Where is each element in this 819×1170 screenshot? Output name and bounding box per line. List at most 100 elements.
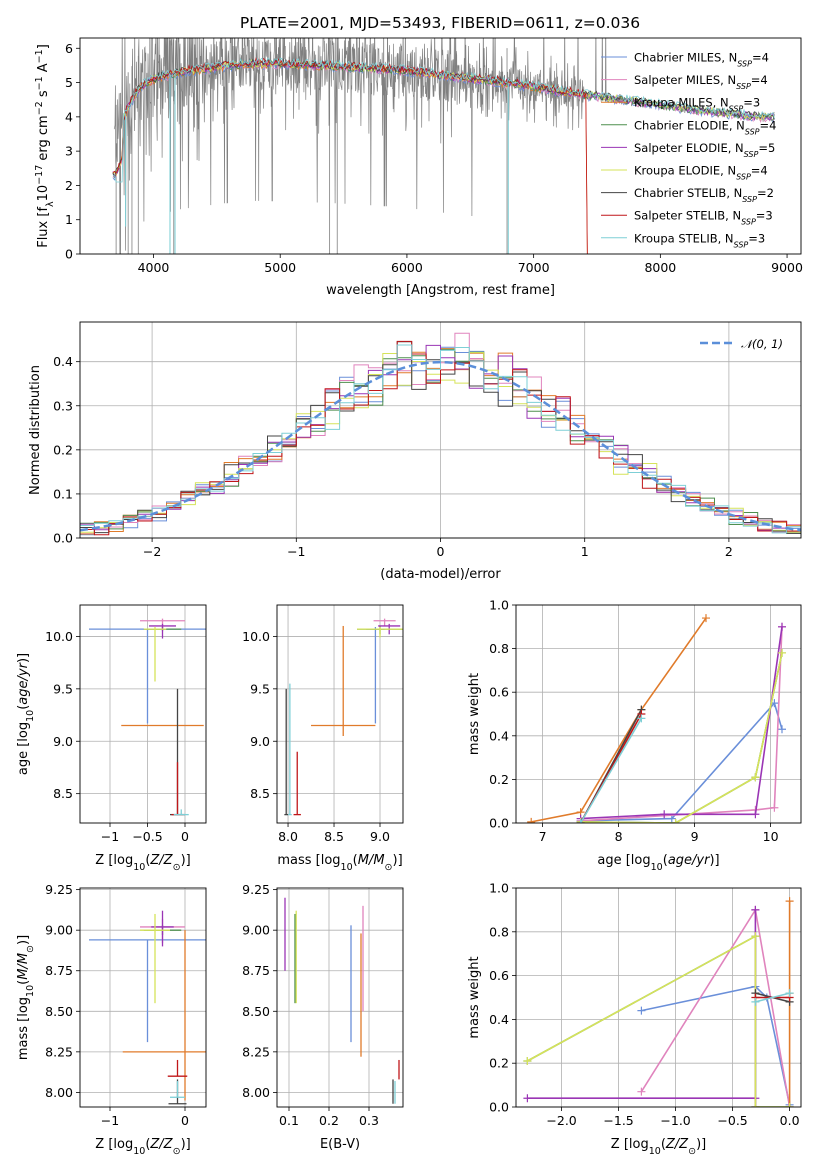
label-part: Z/Z (665, 1137, 689, 1152)
mass_vs_Z-frame (79, 887, 207, 1108)
label-part: 10 (36, 185, 51, 202)
y-tick-label: 10.0 (242, 629, 270, 644)
histogram-step-line (80, 344, 801, 538)
x-tick-label: 9.0 (370, 829, 390, 844)
legend-label-count: =3 (756, 209, 773, 223)
y-axis-label: Flux [fλ10−17 erg cm−2 s−1 A−1] (34, 44, 56, 248)
spectrum-frame (79, 37, 802, 255)
weight-marker (785, 897, 794, 906)
x-tick-label: 9 (691, 829, 699, 844)
legend-label-text: Salpeter ELODIE, N (634, 141, 744, 155)
spectrum-plot-area (112, 38, 775, 254)
legend-label-count: =4 (751, 164, 768, 178)
gaussian-curve (80, 360, 801, 532)
label-part: age [log (597, 853, 650, 868)
weight-marker (702, 614, 710, 623)
weight-marker (778, 622, 786, 631)
weight-marker (637, 1006, 646, 1015)
y-axis-label: mass weight (467, 673, 482, 755)
weight-line (641, 985, 791, 1105)
label-part: Z/Z (149, 853, 173, 868)
weight-marker (778, 648, 786, 657)
legend-label-count: =3 (743, 96, 760, 110)
label-part: mass [log (16, 997, 31, 1060)
label-part: A (36, 63, 51, 76)
x-tick-label: 7 (539, 829, 547, 844)
x-tick-label: −1 (287, 544, 305, 559)
weight-marker (523, 1057, 532, 1066)
legend-label-count: =4 (760, 118, 777, 132)
weight-marker (523, 1094, 532, 1103)
label-part: )] (709, 853, 719, 868)
y-tick-label: 8.50 (242, 1004, 270, 1019)
x-tick-label: −1 (101, 1113, 119, 1128)
y-tick-label: 9.00 (45, 923, 73, 938)
y-tick-label: 0.4 (489, 1012, 509, 1027)
weight-line (579, 717, 643, 823)
label-part: M/M (358, 853, 385, 868)
label-part: )] (16, 653, 31, 663)
weight-marker (660, 810, 669, 819)
legend-label-sub: SSP (729, 104, 744, 113)
x-tick-label: 4000 (138, 260, 170, 275)
weight-marker (576, 819, 585, 823)
y-tick-label: 2 (65, 178, 73, 193)
legend-label-sub: SSP (744, 149, 759, 158)
age_vs_mass-chart: 8.0 8.5 9.0 8.5 9.0 9.5 10.0 mass [log10(M/M⊙)] (242, 604, 404, 873)
x-tick-label: 2 (725, 544, 733, 559)
mass_vs_ebv-frame (276, 887, 404, 1108)
label-part: ( (16, 980, 31, 985)
label-part: Z/Z (149, 1137, 173, 1152)
legend-label: Chabrier ELODIE, NSSP=4 (634, 118, 776, 136)
weight-line (580, 626, 783, 822)
y-tick-label: 3 (65, 144, 73, 159)
x-tick-label: −0.5 (132, 829, 162, 844)
y-tick-label: 0.0 (489, 816, 509, 831)
spectrum-chart: 4000 5000 6000 7000 8000 9000 0 1 2 3 4 5 6 wavelengt… (34, 37, 803, 298)
x-axis-label: mass [log10(M/M⊙)] (277, 853, 402, 873)
legend-label: Salpeter STELIB, NSSP=3 (634, 209, 773, 227)
legend-label: Chabrier MILES, NSSP=4 (634, 51, 769, 69)
label-part: Z [log (95, 853, 133, 868)
label-part: −1 (34, 49, 45, 63)
weight-series (576, 710, 646, 823)
label-part: Flux [f (36, 207, 51, 248)
y-tick-label: 8.00 (242, 1085, 270, 1100)
label-part: ( (145, 853, 150, 868)
legend-label-count: =2 (757, 186, 774, 200)
y-tick-label: 0.4 (53, 354, 73, 369)
label-part: )] (181, 1137, 191, 1152)
x-tick-label: −1.0 (660, 1113, 690, 1128)
legend-label-text: Salpeter MILES, N (634, 73, 736, 87)
legend-label: Kroupa ELODIE, NSSP=4 (634, 164, 768, 182)
errorbar-point (170, 1081, 185, 1098)
label-part: λ (45, 201, 56, 207)
weight-line (580, 652, 783, 823)
y-tick-label: 9.25 (45, 882, 73, 897)
label-part: )] (181, 853, 191, 868)
x-axis-label: wavelength [Angstrom, rest frame] (326, 283, 555, 298)
legend-label-text: Kroupa STELIB, N (634, 231, 734, 245)
label-part: M/M (16, 953, 31, 980)
weight-line (755, 992, 790, 1003)
x-tick-label: 8000 (644, 260, 676, 275)
x-tick-label: 6000 (391, 260, 423, 275)
weight-line (640, 907, 791, 1107)
mass_vs_ebv-chart: 0.1 0.2 0.3 8.00 8.25 8.50 8.75 9.00 9.25 E(B-V) (242, 882, 404, 1152)
weight-series (637, 982, 794, 1107)
massweight_vs_Z-chart: −2.0 −1.5 −1.0 −0.5 0.0 0.0 0.2 0.4 0.6 0.8 1.0 Z [… (467, 881, 802, 1157)
weight-series (523, 932, 794, 1107)
y-tick-label: 9.5 (250, 681, 270, 696)
errorbar-point (288, 683, 292, 816)
label-part: )] (393, 853, 403, 868)
legend-label-sub: SSP (736, 172, 751, 181)
weight-marker (671, 819, 680, 823)
residuals-plot-area (80, 332, 801, 538)
label-part: ⊙ (173, 1146, 181, 1157)
errorbar-point (284, 688, 289, 816)
y-axis-label: mass weight (467, 956, 482, 1038)
legend-label-text: Kroupa ELODIE, N (634, 164, 736, 178)
weight-series (576, 699, 786, 823)
x-tick-label: 5000 (264, 260, 296, 275)
